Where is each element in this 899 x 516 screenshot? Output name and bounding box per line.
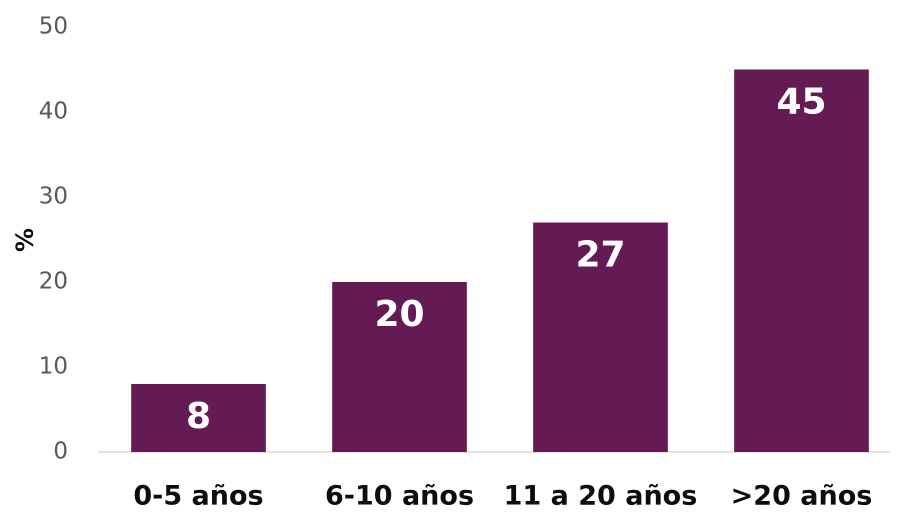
x-tick-label: >20 años	[731, 481, 873, 512]
y-tick-label: 50	[39, 14, 68, 40]
y-tick-label: 10	[39, 354, 68, 380]
data-label: 45	[776, 82, 826, 123]
data-label: 27	[575, 235, 625, 276]
bar	[734, 69, 869, 452]
y-tick-label: 30	[39, 184, 68, 210]
bar	[131, 384, 266, 452]
data-label: 8	[186, 396, 211, 437]
y-tick-label: 0	[53, 439, 68, 465]
y-axis-label: %	[11, 228, 39, 252]
x-tick-label: 0-5 años	[133, 481, 263, 512]
x-tick-label: 6-10 años	[325, 481, 474, 512]
y-tick-label: 20	[39, 269, 68, 295]
x-tick-label: 11 a 20 años	[504, 481, 698, 512]
bar	[533, 222, 668, 452]
y-tick-label: 40	[39, 99, 68, 125]
bar	[332, 282, 467, 452]
data-label: 20	[374, 294, 424, 335]
